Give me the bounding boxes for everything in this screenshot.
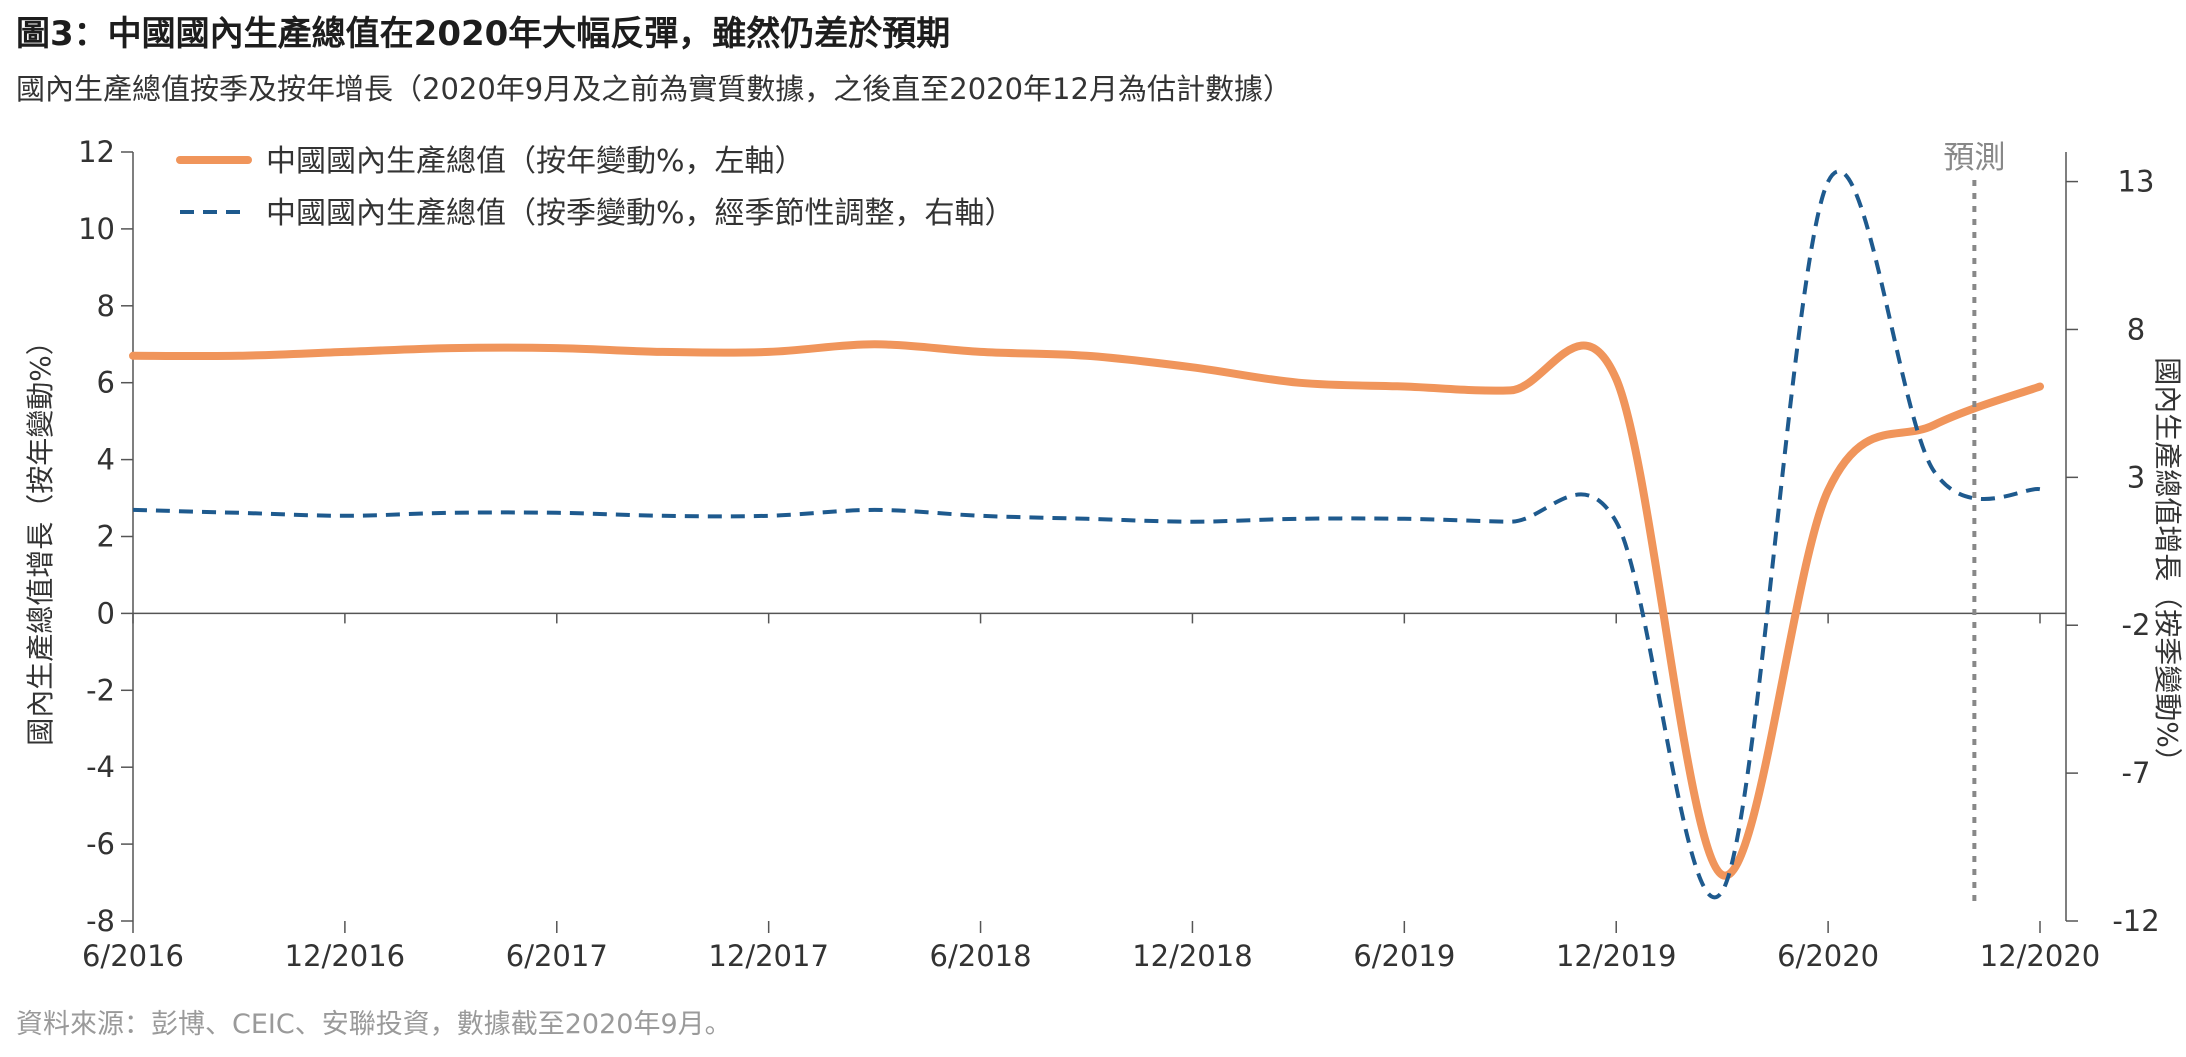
left-tick-label: 2 [97,520,115,554]
yoy-series-line [129,340,2044,880]
x-tick-label: 12/2017 [708,939,828,973]
x-tick-label: 6/2019 [1353,939,1455,973]
x-tick-label: 12/2020 [1980,939,2100,973]
right-tick-label: 8 [2127,312,2145,346]
left-tick-label: -4 [86,750,115,784]
left-tick-label: -8 [86,904,115,938]
right-tick-label: 13 [2118,165,2155,199]
right-tick-label: -7 [2122,756,2151,790]
x-tick-label: 6/2017 [506,939,608,973]
legend: 中國國內生產總值（按年變動%，左軸） 中國國內生產總值（按季變動%，經季節性調整，… [176,144,1015,231]
tick-labels: 12 10 8 6 4 2 0 -2 -4 -6 -8 13 8 3 -2 -7 -12 6/2016 12/201… [24,135,2184,973]
left-tick-label: 6 [97,366,115,400]
left-axis-title: 國內生產總值增長（按年變動%） [24,327,57,746]
chart-subtitle: 國內生產總值按季及按年增長（2020年9月及之前為實質數據，之後直至2020年1… [16,72,1292,106]
forecast-label: 預測 [1943,140,2005,176]
series-lines [129,169,2044,900]
left-tick-label: 4 [97,443,115,477]
left-tick-label: 8 [97,289,115,323]
x-tick-label: 12/2016 [285,939,405,973]
left-tick-label: 12 [78,135,115,169]
chart-title: 圖3：中國國內生產總值在2020年大幅反彈，雖然仍差於預期 [16,14,951,54]
right-axis-title: 國內生產總值增長（按季變動%） [2151,357,2184,776]
left-tick-label: -2 [86,673,115,707]
right-tick-label: 3 [2127,460,2145,494]
x-tick-label: 6/2020 [1777,939,1879,973]
annotations: 預測 [1943,140,2005,905]
gdp-line-chart: 12 10 8 6 4 2 0 -2 -4 -6 -8 13 8 3 -2 -7 -12 6/2016 12/201… [24,135,2184,973]
right-tick-label: -12 [2112,904,2159,938]
axes [121,151,2078,933]
legend-label-yoy: 中國國內生產總值（按年變動%，左軸） [266,144,805,179]
x-tick-label: 12/2018 [1132,939,1252,973]
x-tick-label: 12/2019 [1556,939,1676,973]
left-tick-label: -6 [86,827,115,861]
x-tick-label: 6/2016 [82,939,184,973]
left-tick-label: 10 [78,212,115,246]
left-tick-label: 0 [97,596,115,630]
qoq-series-line [132,169,2041,900]
x-tick-label: 6/2018 [930,939,1032,973]
right-tick-label: -2 [2122,608,2151,642]
legend-label-qoq: 中國國內生產總值（按季變動%，經季節性調整，右軸） [266,196,1015,231]
source-note: 資料來源：彭博、CEIC、安聯投資，數據截至2020年9月。 [16,1009,732,1040]
